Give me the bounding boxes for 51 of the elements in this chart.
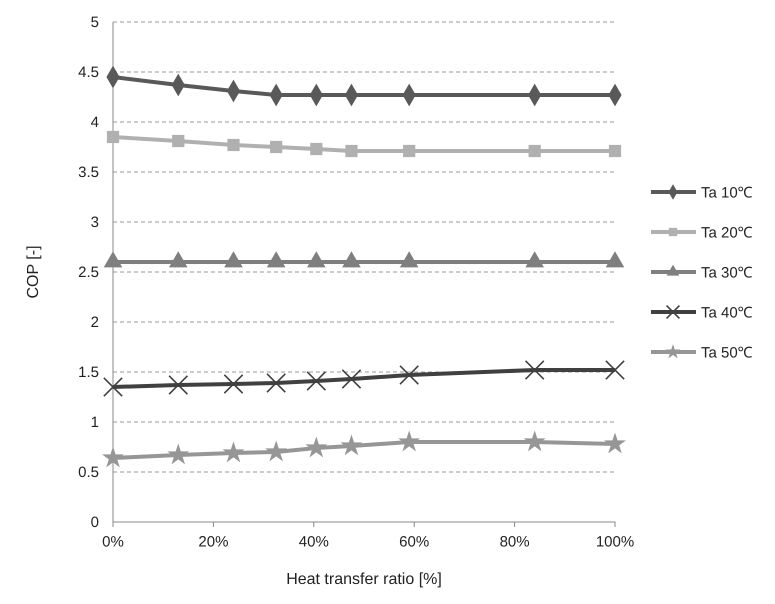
point (103, 377, 123, 397)
y-tick-label: 0.5 (78, 464, 99, 481)
point (227, 138, 240, 152)
point (106, 130, 120, 144)
legend-label: Ta 30℃ (701, 264, 753, 282)
x-tick-label: 80% (500, 534, 530, 550)
y-tick-label: 2 (90, 314, 99, 331)
x-tick-label: 60% (399, 534, 430, 550)
point (605, 360, 625, 380)
point (168, 375, 188, 395)
y-tick-label: 3 (90, 214, 99, 231)
legend-label: Ta 50℃ (701, 344, 753, 362)
x-tick-label: 0% (102, 534, 124, 550)
y-tick-label: 1 (90, 414, 99, 431)
point (399, 365, 420, 385)
point (270, 140, 282, 154)
point (310, 142, 322, 156)
point (167, 443, 190, 464)
point (305, 436, 328, 458)
point (172, 134, 184, 148)
x-tick-label: 20% (198, 534, 228, 550)
point (266, 373, 286, 393)
legend-label: Ta 20℃ (701, 224, 753, 242)
point (306, 371, 326, 391)
point (524, 360, 545, 380)
y-tick-label: 2.5 (78, 264, 99, 281)
point (340, 434, 362, 456)
point (608, 144, 622, 158)
point (224, 374, 244, 394)
point (403, 144, 416, 158)
point (398, 430, 420, 452)
y-tick-label: 4.5 (78, 64, 99, 81)
point (528, 144, 541, 158)
point (222, 441, 244, 462)
x-axis-title: Heat transfer ratio [%] (286, 571, 442, 588)
x-tick-label: 100% (596, 534, 634, 550)
legend-label: Ta 40℃ (701, 304, 753, 322)
point (265, 440, 288, 462)
y-tick-label: 3.5 (78, 164, 99, 181)
point (345, 144, 358, 158)
y-tick-label: 1.5 (78, 364, 99, 381)
x-tick-label: 40% (298, 534, 329, 550)
y-tick-label: 5 (90, 14, 99, 31)
y-tick-label: 4 (90, 114, 99, 131)
y-tick-label: 0 (90, 514, 99, 531)
point (524, 430, 546, 452)
legend-label: Ta 10℃ (701, 184, 753, 202)
point (342, 369, 362, 389)
point (604, 432, 626, 454)
y-axis-title: COP [-] (25, 245, 42, 299)
point (102, 446, 124, 468)
